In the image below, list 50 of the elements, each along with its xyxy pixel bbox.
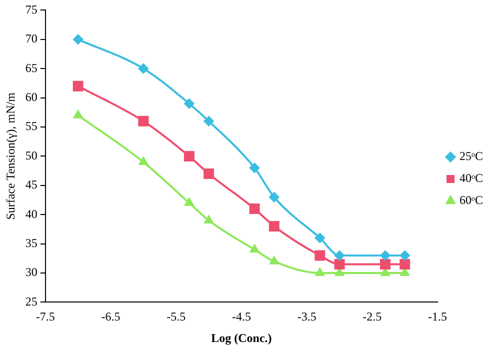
y-tick-label: 65 [25, 60, 38, 75]
point [250, 162, 260, 173]
point [334, 250, 345, 260]
point [314, 250, 326, 261]
point [204, 168, 214, 179]
point [314, 232, 325, 243]
y-tick-label: 50 [25, 148, 38, 162]
legend-label: 25ᵒC [460, 149, 484, 164]
point [400, 250, 410, 260]
legend-label: 60ᵒC [460, 193, 484, 208]
point [73, 34, 84, 44]
point [184, 198, 194, 206]
point [138, 157, 148, 166]
y-tick-label: 35 [25, 236, 38, 250]
point [250, 244, 260, 253]
point [72, 80, 84, 92]
y-tick-label: 70 [25, 32, 38, 46]
y-tick-label: 55 [25, 119, 38, 134]
x-tick-label: -6.5 [101, 310, 120, 324]
point [74, 110, 83, 118]
x-tick-label: -5.5 [166, 310, 186, 324]
point [249, 204, 260, 214]
point [204, 116, 214, 126]
point [268, 221, 280, 232]
y-tick-label: 30 [25, 265, 38, 280]
point [184, 98, 194, 109]
x-tick-label: -7.5 [36, 310, 55, 324]
y-tick-label: 45 [25, 178, 38, 192]
y-tick-label: 40 [25, 206, 38, 221]
point [380, 250, 390, 260]
point [380, 259, 390, 270]
y-tick-label: 25 [25, 294, 38, 308]
point [334, 259, 345, 270]
point [269, 192, 280, 202]
point [138, 116, 149, 126]
point [315, 268, 324, 276]
point [400, 259, 410, 270]
legend-label: 40ᵒC [460, 171, 484, 186]
point [204, 215, 214, 224]
point [184, 150, 194, 162]
x-tick-label: -4.5 [232, 310, 251, 324]
x-tick-label: -1.5 [428, 310, 448, 324]
y-tick-label: 60 [25, 90, 38, 104]
y-axis-title: Surface Tension(γ), mN/m [3, 92, 18, 220]
x-axis-title: Log (Conc.) [211, 330, 272, 345]
point [138, 64, 148, 74]
y-tick-label: 75 [25, 2, 38, 16]
point [270, 256, 279, 264]
x-tick-label: -3.5 [297, 310, 316, 324]
x-tick-label: -2.5 [362, 310, 382, 324]
